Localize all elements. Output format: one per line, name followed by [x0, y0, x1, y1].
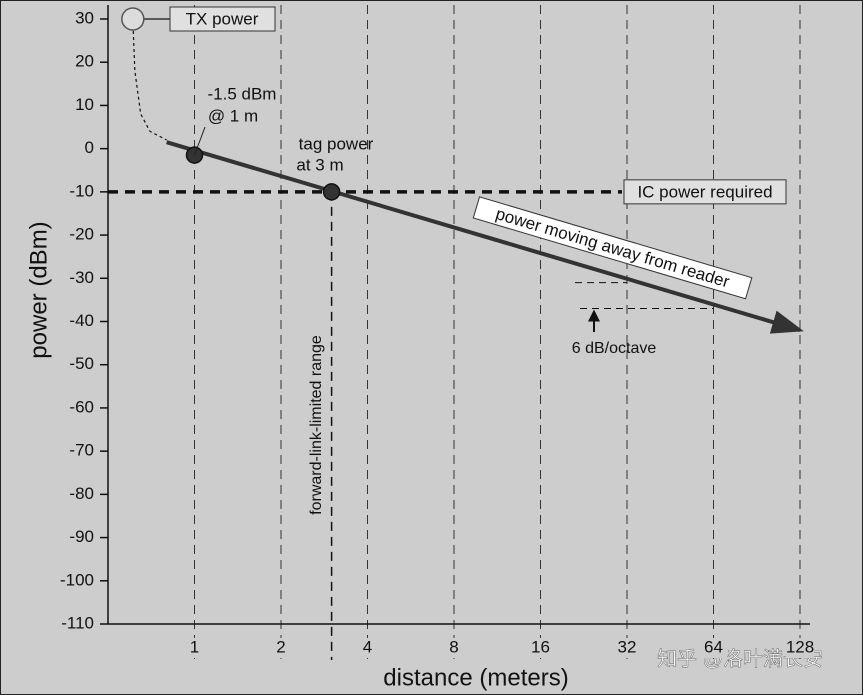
tick-label-bg	[526, 638, 555, 658]
y-tick-label: 30	[75, 8, 94, 27]
x-tick-label: 8	[449, 637, 458, 656]
tick-label-bg	[353, 638, 382, 658]
tick-label-bg	[786, 638, 814, 658]
y-tick-label: -60	[69, 397, 94, 416]
y-tick-label: -30	[69, 268, 94, 287]
y-tick-label: -100	[60, 570, 94, 589]
y-tick-label: 20	[75, 52, 94, 71]
x-tick-label: 2	[276, 637, 285, 656]
x-tick-label: 64	[704, 637, 723, 656]
x-axis-title: distance (meters)	[383, 664, 568, 691]
y-tick-label: -80	[69, 484, 94, 503]
annotation: 6 dB/octave	[572, 340, 657, 357]
tx-power-label: TX power	[186, 9, 259, 28]
y-axis-title: power (dBm)	[25, 221, 52, 358]
series-label-box	[472, 196, 753, 300]
range-label: forward-link-limited range	[308, 335, 325, 515]
tick-label-bg	[440, 638, 468, 658]
tx-power-box	[169, 6, 276, 32]
x-tick-label: 16	[531, 637, 550, 656]
y-tick-label: 10	[75, 95, 94, 114]
x-tick-label: 4	[363, 637, 372, 656]
annotation: tag power	[299, 134, 374, 153]
y-tick-label: 0	[85, 138, 94, 157]
tx-power-point	[121, 7, 145, 31]
tick-label-bg	[180, 638, 209, 658]
annotation: -1.5 dBm	[208, 84, 277, 103]
annotation: at 3 m	[296, 155, 343, 174]
data-point	[322, 183, 341, 201]
tick-label-bg	[267, 638, 295, 658]
x-tick-label: 32	[618, 637, 637, 656]
y-tick-label: -110	[61, 613, 94, 632]
watermark: 知乎 @洛叶满长安	[657, 647, 823, 670]
near-field-curve	[132, 18, 167, 141]
y-tick-label: -90	[69, 527, 94, 546]
tick-label-bg	[699, 638, 728, 658]
y-tick-label: -50	[69, 354, 94, 373]
y-tick-label: -40	[69, 311, 94, 330]
y-tick-label: -70	[69, 441, 94, 460]
annotation: @ 1 m	[208, 106, 258, 125]
annotation-leader	[194, 126, 206, 156]
tick-label-bg	[613, 638, 641, 658]
series-line	[166, 140, 804, 334]
ic-power-label: IC power required	[637, 182, 772, 201]
y-tick-label: -10	[69, 181, 94, 200]
ic-power-box	[623, 179, 787, 205]
x-tick-label: 1	[190, 637, 199, 656]
x-tick-label: 128	[786, 637, 814, 656]
y-tick-label: -20	[69, 225, 94, 244]
